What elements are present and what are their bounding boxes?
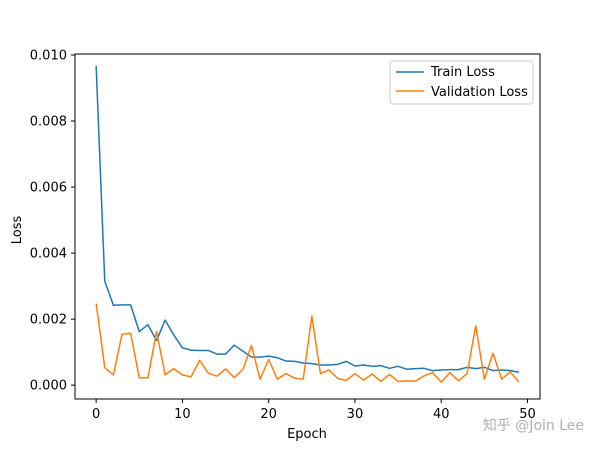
x-tick-label: 10 [174, 407, 191, 422]
series-line-train-loss [95, 65, 520, 373]
legend-box [389, 60, 534, 105]
x-axis-title: Epoch [287, 427, 327, 442]
x-tick-label: 50 [519, 407, 536, 422]
y-tick-label: 0.004 [30, 247, 67, 262]
series-line-validation-loss [95, 303, 520, 383]
x-axis-ticks: 0 10 20 30 40 50 [92, 399, 536, 422]
x-tick-label: 20 [260, 407, 277, 422]
legend-label-validation: Validation Loss [431, 85, 528, 100]
y-axis-title: Loss [10, 216, 25, 245]
y-tick-label: 0.010 [30, 48, 67, 63]
y-tick-label: 0.002 [30, 313, 67, 328]
watermark: 知乎 @Join Lee [483, 417, 584, 434]
legend-label-train: Train Loss [430, 65, 495, 80]
plot-lines [95, 65, 520, 383]
y-tick-label: 0.008 [30, 115, 67, 130]
axes-frame [74, 53, 541, 400]
y-tick-label: 0.006 [30, 181, 67, 196]
y-tick-label: 0.000 [30, 379, 67, 394]
x-tick-label: 0 [92, 407, 100, 422]
x-tick-label: 40 [433, 407, 450, 422]
y-axis-ticks: 0.000 0.002 0.004 0.006 0.008 0.010 [30, 48, 75, 394]
x-tick-label: 30 [347, 407, 364, 422]
legend: Train Loss Validation Loss [389, 60, 534, 105]
